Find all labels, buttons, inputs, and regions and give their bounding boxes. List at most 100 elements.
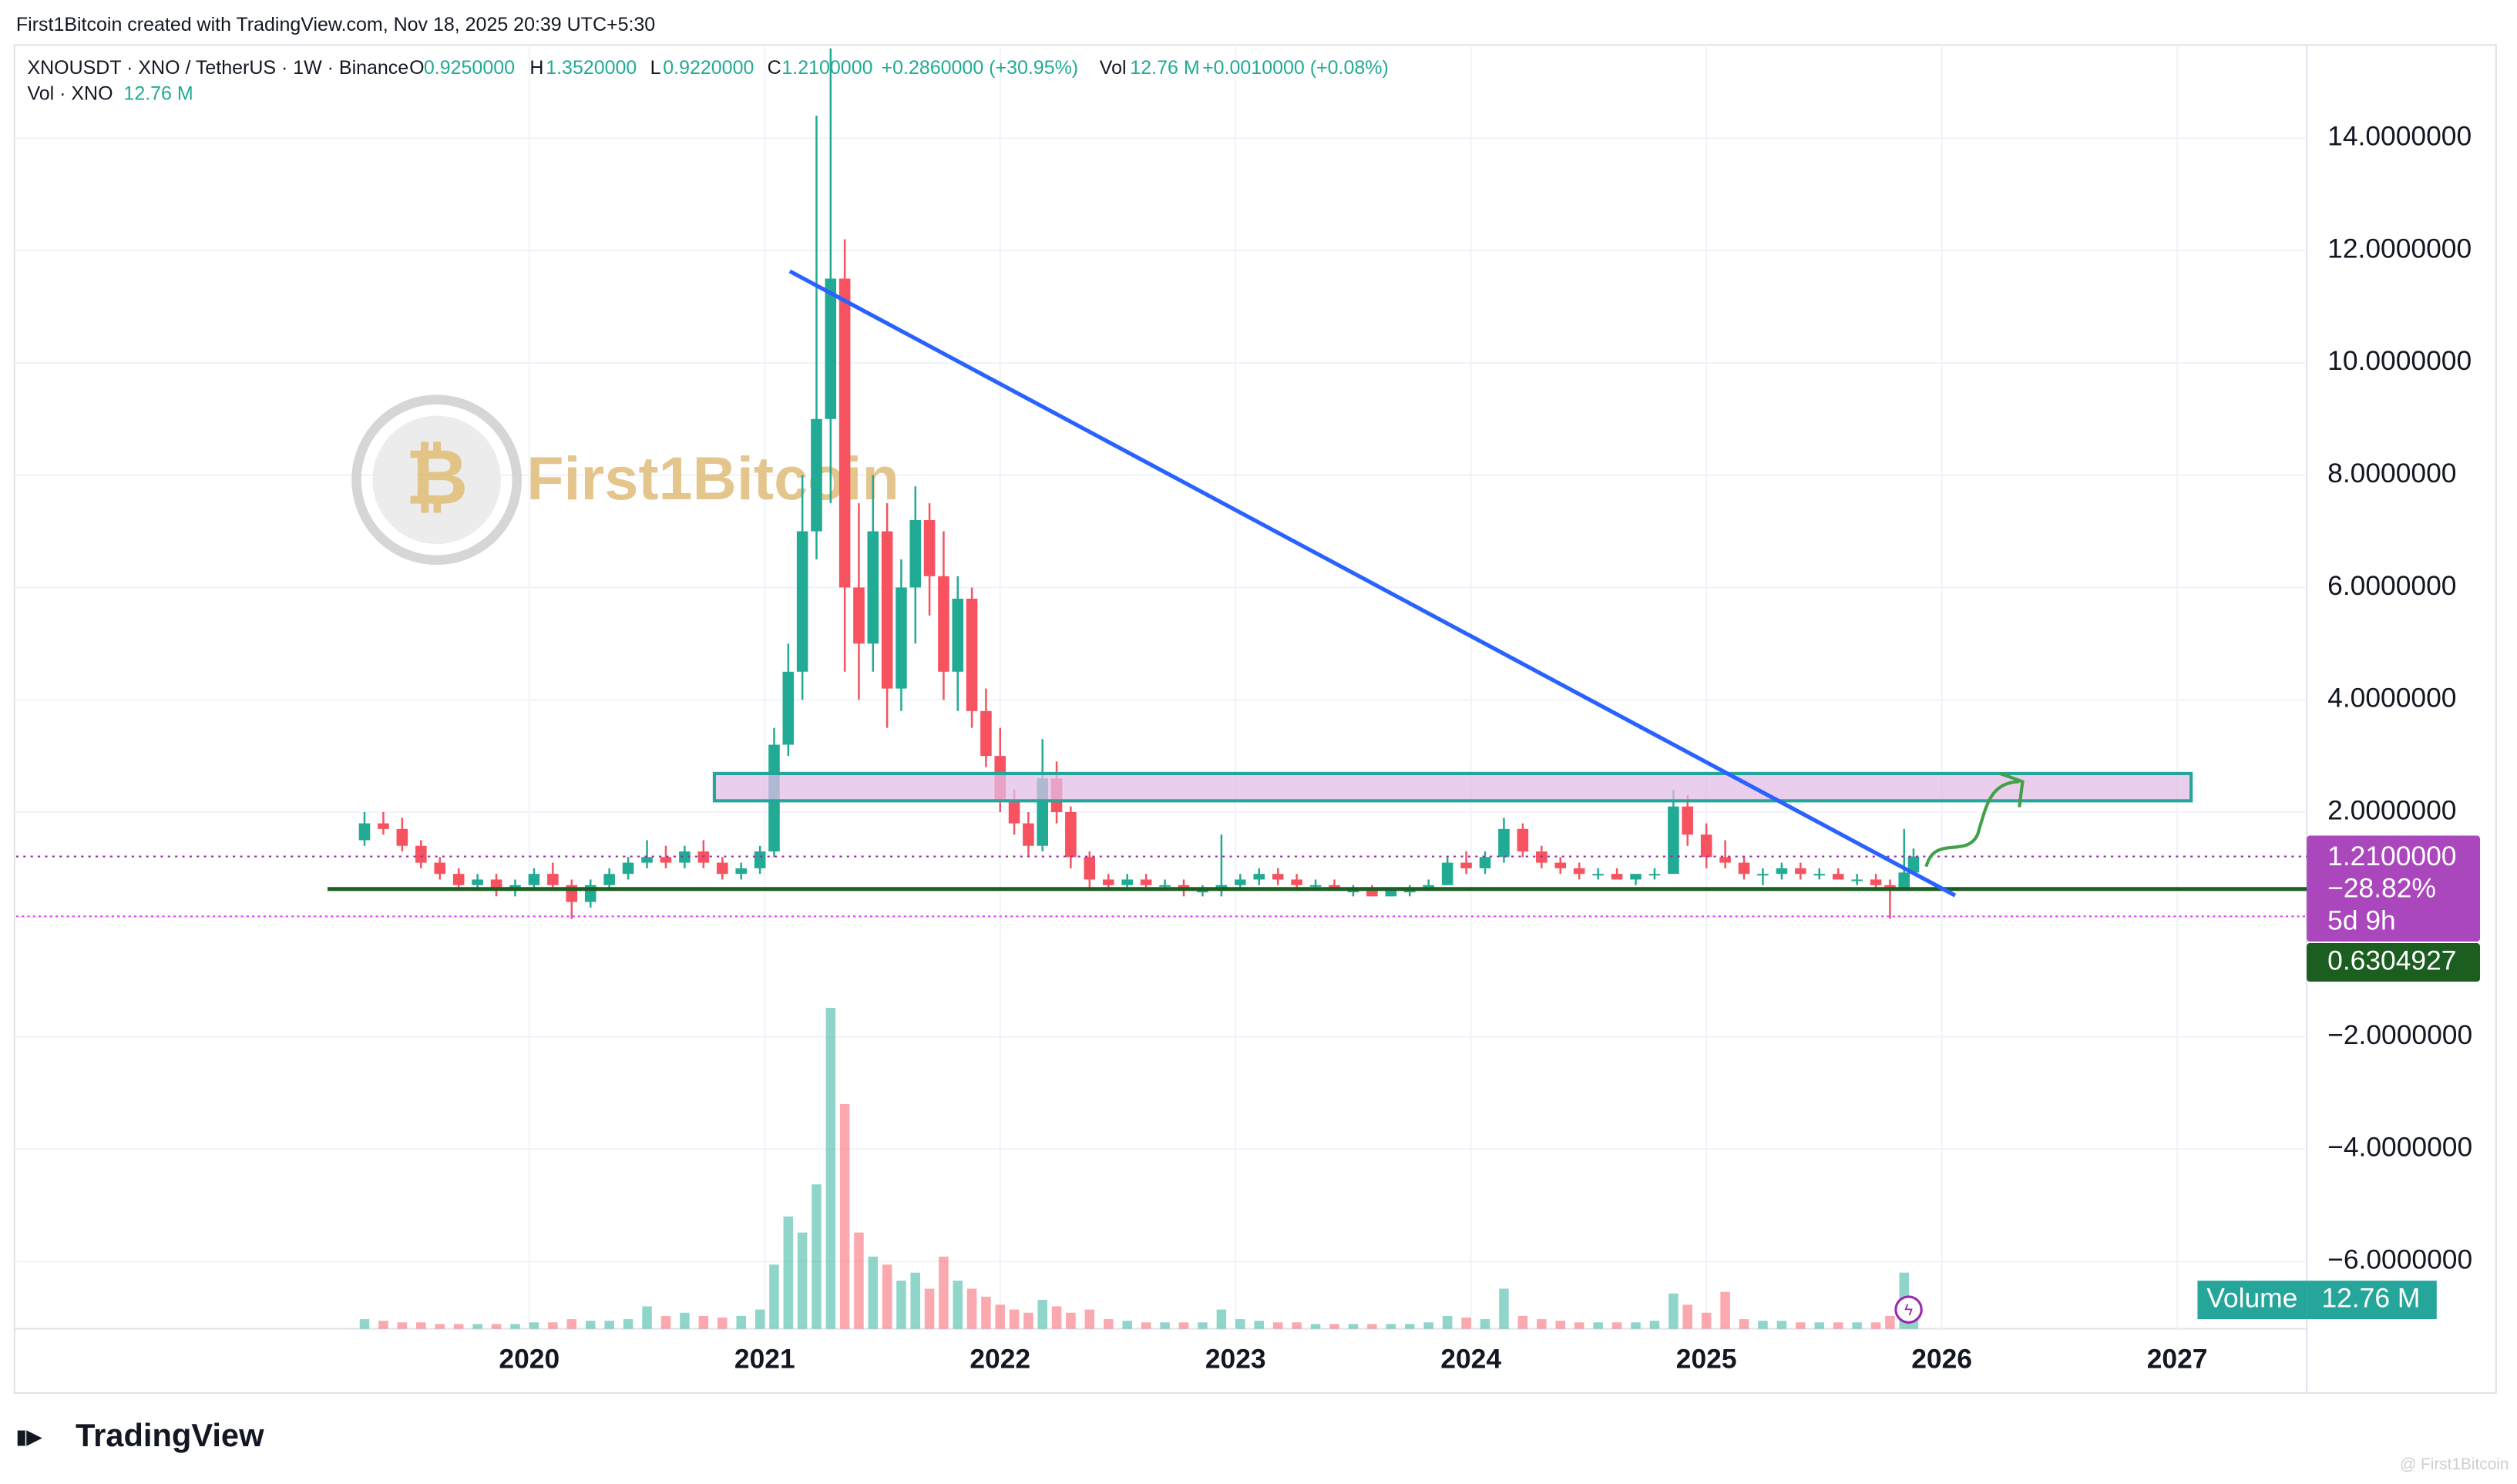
candle-body — [679, 851, 691, 863]
frame — [13, 44, 2497, 1394]
candle-body — [1870, 879, 1882, 885]
y-tick-label: 10.0000000 — [2327, 345, 2472, 376]
candle-body — [1403, 891, 1416, 893]
volume-bar — [1037, 1300, 1047, 1329]
volume-bar — [825, 1008, 836, 1329]
y-tick-label: 6.0000000 — [2327, 570, 2456, 601]
legend-close: 1.2100000 — [781, 57, 872, 79]
y-tick-label: 14.0000000 — [2327, 121, 2472, 152]
volume-bar — [1423, 1322, 1433, 1329]
candle-body — [472, 879, 483, 885]
volume-bar — [953, 1281, 963, 1329]
volume-bar — [910, 1272, 921, 1329]
candle-body — [1851, 879, 1863, 881]
volume-bar — [1084, 1309, 1095, 1329]
candle-body — [1347, 891, 1359, 893]
candle-body — [853, 587, 865, 644]
legend-h: H — [529, 57, 543, 79]
candle-body — [1776, 868, 1788, 875]
y-tick-label: 12.0000000 — [2327, 233, 2472, 264]
candle-body — [1065, 811, 1077, 858]
candle-body — [452, 874, 465, 885]
volume-bar — [882, 1264, 892, 1329]
candle-body — [1682, 806, 1694, 835]
volume-bar — [680, 1312, 690, 1329]
candle-body — [660, 857, 672, 863]
legend-vol-series-value: 12.76 M — [123, 82, 193, 104]
candle-body — [1253, 874, 1265, 880]
legend-vol-label: Vol — [1100, 57, 1127, 79]
volume-bar — [1405, 1324, 1415, 1329]
volume-bar — [1701, 1312, 1712, 1329]
watermark-disc — [372, 415, 501, 545]
volume-bar — [1348, 1324, 1359, 1329]
candle-body — [896, 587, 907, 689]
candle-body — [415, 845, 427, 863]
volume-bar — [1758, 1321, 1768, 1329]
volume-bar — [1796, 1322, 1806, 1329]
volume-bar — [1023, 1312, 1033, 1329]
candle-body — [838, 278, 851, 588]
candle-body — [1719, 857, 1731, 863]
candle-body — [1479, 857, 1491, 868]
candle-body — [434, 862, 446, 875]
volume-bar — [416, 1322, 426, 1329]
legend-vol-series: Vol · XNO — [27, 82, 113, 104]
volume-bar — [1254, 1321, 1265, 1329]
x-tick-label: 2020 — [499, 1344, 560, 1375]
volume-bar — [1461, 1318, 1471, 1329]
candle-body — [1630, 874, 1642, 880]
candle-body — [1197, 891, 1208, 893]
volume-bar — [1272, 1322, 1283, 1329]
support-label: 0.6304927 — [2327, 945, 2456, 975]
volume-badge-name-box — [2197, 1281, 2307, 1320]
candle-body — [923, 519, 936, 576]
volume-bar — [1631, 1322, 1641, 1329]
volume-bar — [529, 1322, 539, 1329]
candle-body — [811, 418, 822, 532]
legend-vol: 12.76 M — [1130, 57, 1199, 79]
support-box — [2307, 943, 2481, 982]
volume-bar — [378, 1321, 388, 1329]
volume-bar — [1216, 1309, 1227, 1329]
volume-bar — [1885, 1315, 1895, 1329]
candle-body — [1235, 879, 1246, 885]
candle-body — [1023, 823, 1034, 846]
last-price-box — [2307, 835, 2481, 942]
volume-badge-value-box — [2307, 1281, 2437, 1320]
volume-bar — [754, 1309, 765, 1329]
y-tick-label: 8.0000000 — [2327, 458, 2456, 489]
volume-bar — [1593, 1322, 1603, 1329]
volume-bar — [1555, 1321, 1566, 1329]
volume-bar — [717, 1318, 728, 1329]
volume-bar — [1122, 1321, 1132, 1329]
volume-bar — [924, 1288, 935, 1329]
volume-bar — [623, 1319, 633, 1329]
volume-badge-value: 12.76 M — [2321, 1282, 2420, 1313]
volume-bar — [1198, 1322, 1208, 1329]
candle-body — [1498, 828, 1510, 858]
candle-body — [1573, 868, 1585, 875]
volume-bar — [1682, 1304, 1692, 1329]
volume-bar — [1051, 1306, 1062, 1329]
candle-body — [1738, 862, 1750, 875]
y-tick-label: −2.0000000 — [2327, 1019, 2472, 1050]
volume-bar — [1611, 1322, 1622, 1329]
candle-body — [1385, 891, 1397, 897]
candle-body — [1907, 856, 1920, 873]
arrow — [1924, 771, 2025, 868]
candle-body — [1084, 857, 1096, 880]
volume-bar — [896, 1281, 906, 1329]
volume-bar — [548, 1322, 558, 1329]
x-tick-label: 2023 — [1205, 1344, 1266, 1375]
volume-bar — [939, 1256, 949, 1329]
volume-bar — [839, 1103, 850, 1329]
volume-bar — [1178, 1322, 1189, 1329]
legend-change: +0.2860000 (+30.95%) — [882, 57, 1079, 79]
candle-body — [1159, 885, 1171, 887]
candle-body — [938, 576, 949, 672]
volume-bar — [1668, 1293, 1679, 1329]
countdown-label: 5d 9h — [2327, 905, 2396, 935]
event-icon — [1894, 1295, 1923, 1324]
volume-bar — [812, 1184, 822, 1329]
